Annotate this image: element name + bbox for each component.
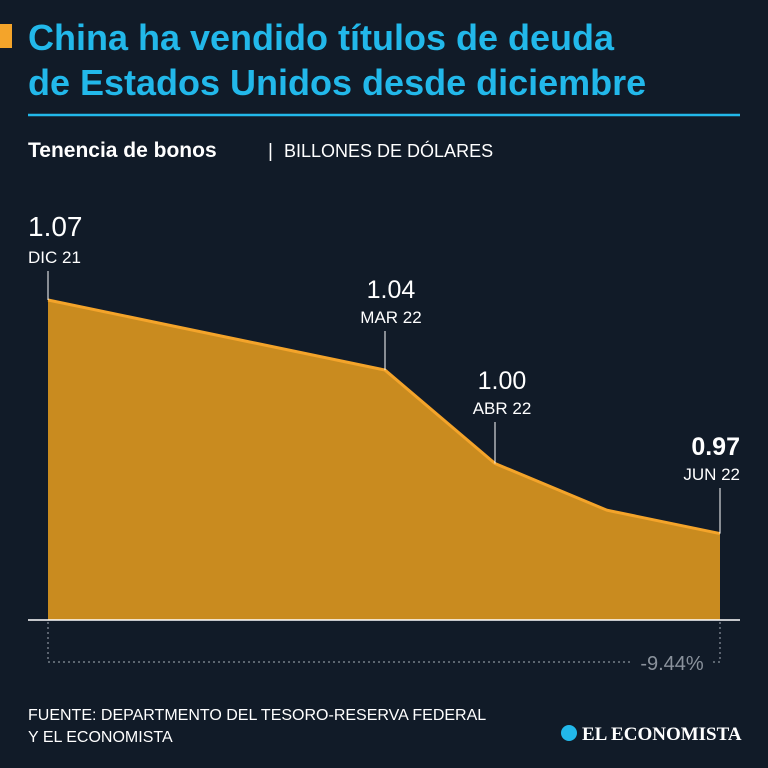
accent (0, 24, 12, 48)
value-label: 1.00 (478, 367, 527, 395)
change-bg (630, 650, 712, 674)
value-label: 0.97 (691, 433, 740, 461)
source: Y EL ECONOMISTA (28, 729, 173, 746)
logo-icon (561, 725, 577, 741)
chart-title: China ha vendido títulos de deuda (28, 17, 615, 58)
value-label: 1.07 (28, 211, 83, 242)
category-label: JUN 22 (683, 465, 740, 484)
change-label: -9.44% (640, 653, 704, 675)
unit: BILLONES DE DÓLARES (284, 140, 493, 161)
chart-title: de Estados Unidos desde diciembre (28, 62, 646, 103)
value-label: 1.04 (367, 276, 416, 304)
category-label: MAR 22 (360, 308, 421, 327)
category-label: DIC 21 (28, 248, 81, 267)
area (48, 300, 720, 620)
category-label: ABR 22 (473, 399, 532, 418)
source: FUENTE: DEPARTMENTO DEL TESORO-RESERVA F… (28, 707, 486, 724)
subtitle: Tenencia de bonos (28, 139, 217, 162)
logo: EL ECONOMISTA (582, 724, 742, 745)
change-bracket (47, 622, 721, 663)
separator: | (268, 141, 273, 162)
